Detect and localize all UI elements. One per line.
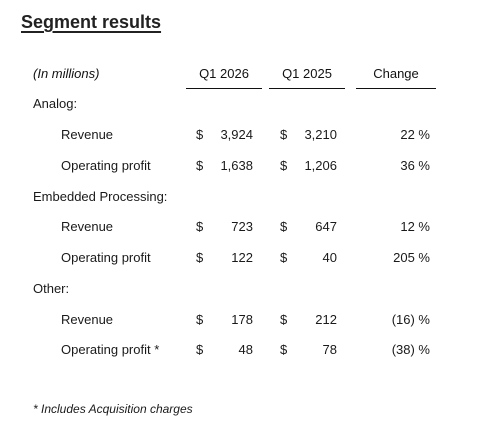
segment-heading-embedded-processing: Embedded Processing:	[33, 189, 168, 204]
value-q1-2026: 3,924	[220, 127, 253, 142]
header-rule-change	[356, 88, 436, 89]
row-label: Operating profit *	[61, 342, 160, 357]
value-change: 12 %	[400, 219, 430, 234]
currency-symbol: $	[196, 127, 204, 142]
column-header-q1-2025: Q1 2025	[282, 66, 332, 81]
value-q1-2025: 647	[315, 219, 337, 234]
header-rule-q1-2026	[186, 88, 262, 89]
currency-symbol: $	[280, 158, 288, 173]
currency-symbol: $	[196, 219, 204, 234]
table-row-analog-operating-profit: Operating profit $ 1,638 $ 1,206 36 %	[0, 158, 483, 176]
column-header-change: Change	[373, 66, 419, 81]
value-q1-2026: 122	[231, 250, 253, 265]
currency-symbol: $	[196, 158, 204, 173]
footnote: * Includes Acquisition charges	[33, 402, 193, 416]
value-q1-2025: 40	[322, 250, 337, 265]
currency-symbol: $	[196, 312, 204, 327]
table-row-embedded-operating-profit: Operating profit $ 122 $ 40 205 %	[0, 250, 483, 268]
units-header: (In millions)	[33, 66, 100, 81]
table-row-other-operating-profit: Operating profit * $ 48 $ 78 (38) %	[0, 342, 483, 360]
currency-symbol: $	[196, 342, 204, 357]
page-title: Segment results	[21, 12, 162, 32]
table-row-embedded-revenue: Revenue $ 723 $ 647 12 %	[0, 219, 483, 237]
currency-symbol: $	[280, 127, 288, 142]
value-change: 22 %	[400, 127, 430, 142]
segment-heading-analog: Analog:	[33, 96, 78, 111]
value-q1-2026: 723	[231, 219, 253, 234]
currency-symbol: $	[280, 219, 288, 234]
row-label: Operating profit	[61, 250, 151, 265]
value-change: (38) %	[391, 342, 430, 357]
currency-symbol: $	[280, 250, 288, 265]
header-rule-q1-2025	[269, 88, 345, 89]
value-q1-2026: 178	[231, 312, 253, 327]
value-change: (16) %	[391, 312, 430, 327]
value-q1-2025: 3,210	[304, 127, 337, 142]
row-label: Revenue	[61, 312, 114, 327]
table-row-other-revenue: Revenue $ 178 $ 212 (16) %	[0, 312, 483, 330]
segment-heading-other: Other:	[33, 281, 70, 296]
row-label: Operating profit	[61, 158, 151, 173]
value-q1-2025: 78	[322, 342, 337, 357]
table-row-analog-revenue: Revenue $ 3,924 $ 3,210 22 %	[0, 127, 483, 145]
value-q1-2026: 1,638	[220, 158, 253, 173]
value-q1-2026: 48	[238, 342, 253, 357]
row-label: Revenue	[61, 127, 114, 142]
value-q1-2025: 1,206	[304, 158, 337, 173]
currency-symbol: $	[196, 250, 204, 265]
currency-symbol: $	[280, 312, 288, 327]
value-change: 36 %	[400, 158, 430, 173]
value-q1-2025: 212	[315, 312, 337, 327]
column-header-q1-2026: Q1 2026	[199, 66, 249, 81]
value-change: 205 %	[393, 250, 430, 265]
row-label: Revenue	[61, 219, 114, 234]
currency-symbol: $	[280, 342, 288, 357]
